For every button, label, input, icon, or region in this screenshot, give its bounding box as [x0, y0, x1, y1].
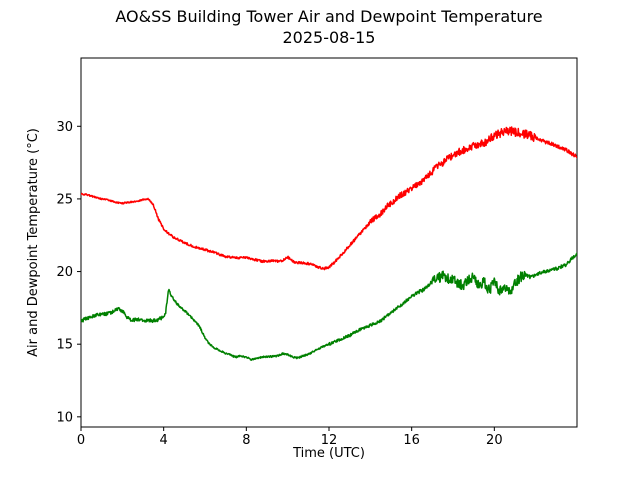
chart-title: AO&SS Building Tower Air and Dewpoint Te…: [115, 7, 543, 26]
x-tick-label: 4: [160, 433, 168, 448]
y-tick-label: 10: [56, 410, 73, 425]
x-axis-label: Time (UTC): [293, 446, 365, 461]
chart-title-block: AO&SS Building Tower Air and Dewpoint Te…: [81, 6, 577, 48]
x-tick-label: 0: [77, 433, 85, 448]
y-tick-label: 15: [56, 338, 73, 353]
y-tick-label: 30: [56, 120, 73, 135]
y-tick-label: 25: [56, 192, 73, 207]
air-temperature-line: [81, 126, 577, 271]
y-axis-label: Air and Dewpoint Temperature (°C): [26, 128, 41, 357]
dewpoint-temperature-line: [81, 252, 577, 361]
x-tick-label: 20: [486, 433, 503, 448]
x-tick-label: 12: [321, 433, 338, 448]
x-tick-label: 16: [403, 433, 420, 448]
y-tick-label: 20: [56, 265, 73, 280]
chart-subtitle-date: 2025-08-15: [282, 28, 376, 47]
axes-frame: [80, 57, 578, 428]
x-tick-label: 8: [242, 433, 250, 448]
